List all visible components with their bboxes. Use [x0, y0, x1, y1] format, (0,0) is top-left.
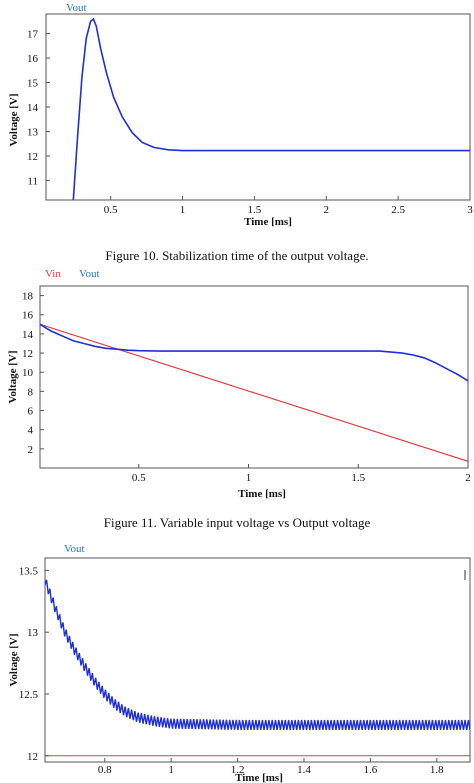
- yticks-3: 12 12.5 13 13.5: [19, 565, 39, 762]
- x-axis-label: Time [ms]: [238, 488, 286, 500]
- xtick-label: 3: [467, 204, 473, 216]
- ytick-label: 12.5: [19, 689, 39, 701]
- x-axis-label: Time [ms]: [235, 772, 283, 783]
- chart-2: Vin Vout 2 4 6 8 10 12 14 16 18 0.5 1 1.…: [7, 268, 471, 500]
- series-vin: [40, 323, 468, 462]
- ytick-label: 17: [27, 29, 39, 41]
- legend-vin: Vin: [45, 268, 61, 280]
- legend-vout: Vout: [64, 543, 85, 555]
- yticks-2: 2 4 6 8 10 12 14 16 18: [22, 291, 34, 456]
- series-vout: [72, 17, 470, 200]
- xtick-label: 1.4: [297, 764, 311, 776]
- ytick-label: 10: [22, 367, 34, 379]
- plot-frame: [44, 557, 471, 763]
- xticks-2: 0.5 1 1.5 2: [132, 472, 471, 484]
- xtick-label: 1.2: [231, 764, 245, 776]
- xtick-label: 1.6: [364, 764, 378, 776]
- ytick-label: 14: [27, 102, 39, 114]
- yticks-1: 11 12 13 14 15 16 17: [27, 29, 39, 188]
- ytick-label: 4: [28, 425, 34, 437]
- legend-vout: Vout: [66, 2, 87, 14]
- ytick-label: 8: [28, 386, 34, 398]
- ytick-label: 12: [27, 151, 38, 163]
- plot-frame: [39, 285, 469, 469]
- ytick-label: 2: [28, 444, 34, 456]
- xtick-label: 1: [168, 764, 174, 776]
- x-axis-label: Time [ms]: [244, 216, 292, 228]
- xticks-1: 0.5 1 1.5 2 2.5 3: [104, 204, 473, 216]
- ytick-label: 11: [27, 175, 38, 187]
- xtick-label: 0.8: [98, 764, 112, 776]
- ytick-label: 15: [27, 78, 39, 90]
- ytick-label: 13.5: [19, 565, 39, 577]
- caption-fig11: Figure 11. Variable input voltage vs Out…: [104, 515, 371, 530]
- ytick-label: 12: [22, 348, 33, 360]
- plot-frame: [45, 13, 471, 201]
- xtick-label: 0.5: [104, 204, 118, 216]
- ytick-label: 13: [27, 126, 39, 138]
- xtick-label: 1.5: [351, 472, 365, 484]
- xticks-3: 0.8 1 1.2 1.4 1.6 1.8: [98, 764, 444, 776]
- ytick-label: 18: [22, 291, 34, 303]
- xtick-label: 2.5: [391, 204, 405, 216]
- xtick-label: 1.8: [430, 764, 444, 776]
- series-vout: [45, 579, 470, 731]
- chart-3: Vout 12 12.5 13 13.5 0.8 1 1.2 1.4 1.6 1…: [8, 543, 471, 783]
- xtick-label: 2: [324, 204, 330, 216]
- y-axis-label: Voltage [V]: [8, 93, 20, 146]
- caption-fig10: Figure 10. Stabilization time of the out…: [105, 248, 368, 263]
- xtick-label: 1: [246, 472, 252, 484]
- legend-vout: Vout: [79, 268, 100, 280]
- xtick-label: 1: [180, 204, 186, 216]
- ytick-label: 14: [22, 329, 34, 341]
- xtick-label: 1.5: [248, 204, 262, 216]
- ytick-label: 13: [27, 627, 39, 639]
- xtick-label: 0.5: [132, 472, 146, 484]
- y-axis-label: Voltage [V]: [8, 633, 20, 686]
- series-vout: [40, 323, 468, 382]
- ytick-label: 6: [28, 406, 34, 418]
- ytick-label: 16: [22, 310, 34, 322]
- ytick-label: 12: [27, 751, 38, 763]
- y-axis-label: Voltage [V]: [7, 350, 19, 403]
- ytick-label: 16: [27, 53, 39, 65]
- chart-1: Vout 11 12 13 14 15 16 17 0.5 1 1.5 2 2.…: [8, 2, 473, 228]
- xtick-label: 2: [465, 472, 471, 484]
